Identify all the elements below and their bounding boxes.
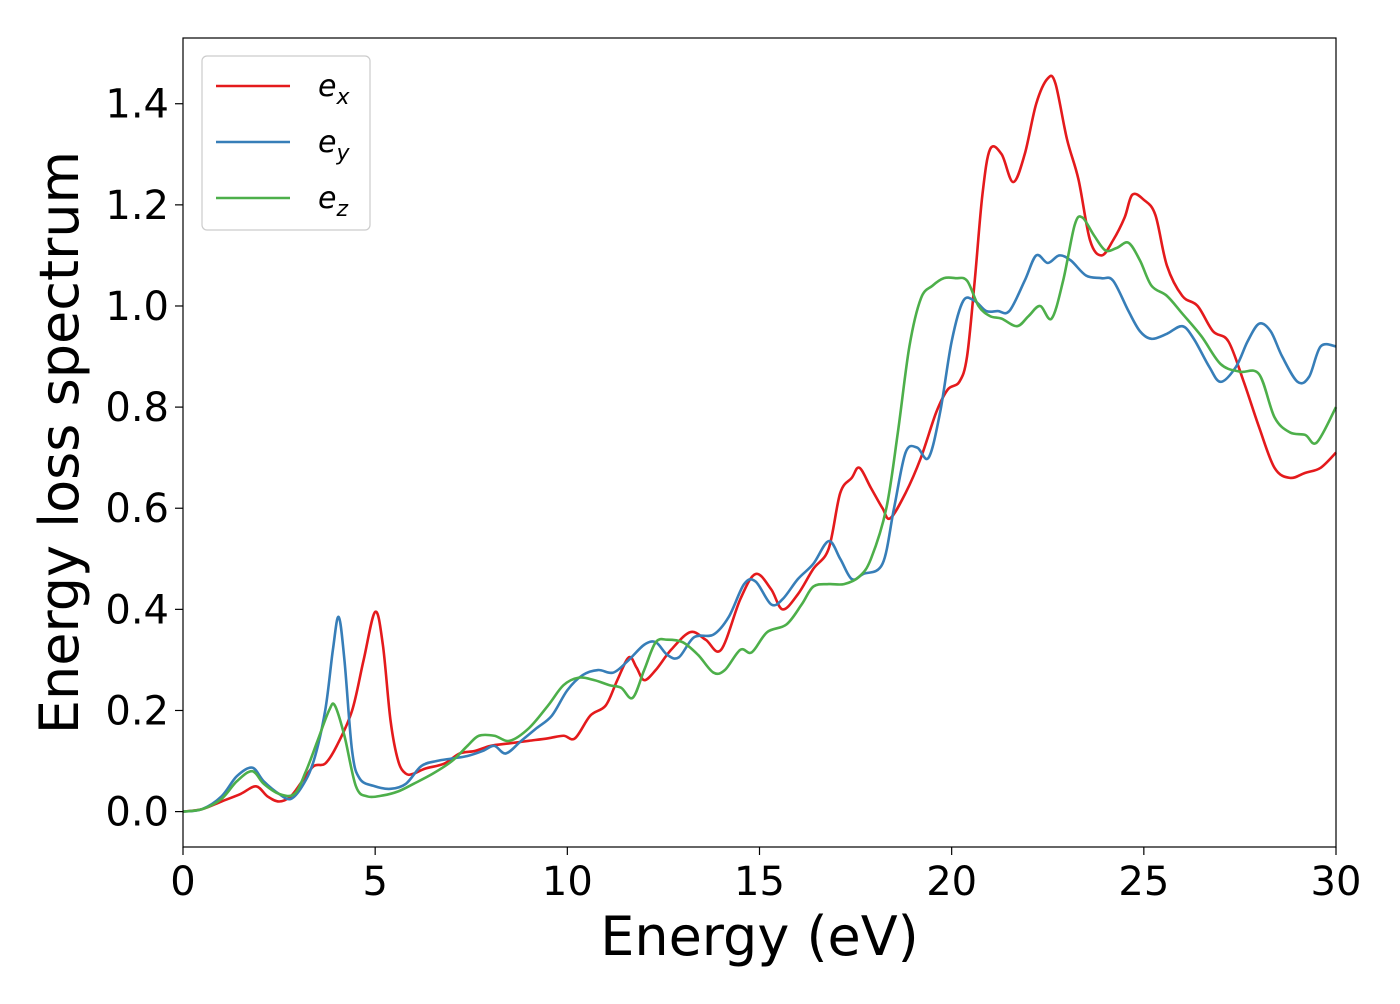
y-tick-label: 0.0	[105, 790, 169, 836]
y-tick-label: 1.0	[105, 284, 169, 330]
series-layer	[182, 74, 1338, 813]
legend-label-subscript: y	[335, 141, 350, 166]
y-tick-label: 0.2	[105, 688, 169, 734]
x-axis-ticks: 0 5 10 15 20 25 30	[170, 847, 1361, 905]
x-tick-label: 10	[542, 859, 593, 905]
y-tick-label: 1.4	[105, 82, 169, 128]
y-tick-label: 0.6	[105, 486, 169, 532]
y-tick-label: 1.2	[105, 183, 169, 229]
x-tick-label: 5	[362, 859, 387, 905]
y-axis-label: Energy loss spectrum	[28, 151, 91, 734]
y-axis-ticks: 0.0 0.2 0.4 0.6 0.8 1.0 1.2 1.4	[105, 82, 183, 836]
x-tick-label: 30	[1311, 859, 1362, 905]
x-tick-label: 20	[926, 859, 977, 905]
x-axis-label: Energy (eV)	[600, 905, 919, 968]
x-tick-label: 15	[734, 859, 785, 905]
y-tick-label: 0.4	[105, 587, 169, 633]
x-tick-label: 0	[170, 859, 195, 905]
y-tick-label: 0.8	[105, 385, 169, 431]
series-line-y	[182, 253, 1337, 813]
series-line-x	[182, 74, 1337, 813]
legend-label-subscript: x	[335, 85, 350, 110]
legend-label-subscript: z	[335, 197, 348, 222]
x-tick-label: 25	[1118, 859, 1169, 905]
series-line-z	[182, 215, 1338, 813]
